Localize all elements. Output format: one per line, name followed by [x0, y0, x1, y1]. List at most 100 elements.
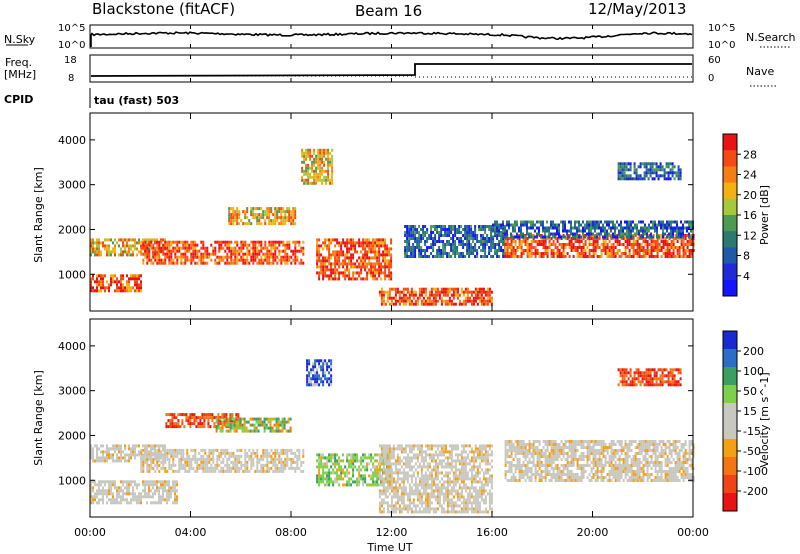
data-cell	[319, 178, 322, 182]
data-cell	[190, 240, 193, 244]
data-cell	[108, 483, 110, 487]
data-cell	[650, 246, 653, 249]
data-cell	[156, 444, 158, 448]
data-cell	[318, 483, 321, 487]
data-cell	[520, 255, 523, 258]
data-cell	[268, 454, 271, 458]
data-cell	[350, 462, 353, 466]
data-cell	[238, 258, 241, 262]
data-cell	[366, 462, 369, 466]
data-cell	[402, 477, 405, 481]
data-cell	[276, 469, 279, 473]
data-cell	[248, 457, 251, 461]
data-cell	[392, 302, 395, 306]
data-cell	[216, 240, 219, 244]
data-cell	[618, 229, 620, 233]
data-cell	[410, 252, 413, 255]
data-cell	[256, 466, 259, 470]
data-cell	[676, 235, 678, 239]
data-cell	[282, 255, 285, 259]
data-cell	[120, 486, 122, 490]
data-cell	[220, 240, 223, 244]
data-cell	[352, 256, 355, 260]
data-cell	[677, 165, 680, 169]
data-cell	[588, 220, 590, 224]
noise-left-label: N.Sky	[4, 33, 36, 46]
data-cell	[329, 157, 332, 161]
data-cell	[334, 456, 337, 460]
data-cell	[600, 226, 602, 230]
data-cell	[184, 249, 187, 253]
data-cell	[506, 249, 509, 252]
data-cell	[604, 232, 606, 236]
data-cell	[402, 302, 405, 306]
data-cell	[454, 287, 457, 291]
data-cell	[230, 222, 233, 226]
data-cell	[326, 462, 329, 466]
data-cell	[562, 246, 565, 249]
data-cell	[290, 216, 293, 220]
data-cell	[578, 240, 581, 243]
data-cell	[662, 220, 664, 224]
data-cell	[442, 228, 445, 231]
data-cell	[566, 252, 569, 255]
data-cell	[556, 240, 559, 243]
data-cell	[233, 420, 236, 424]
data-cell	[218, 261, 221, 265]
data-cell	[674, 234, 677, 237]
data-cell	[122, 483, 124, 487]
data-cell	[272, 460, 275, 464]
data-cell	[286, 457, 289, 461]
data-cell	[146, 463, 149, 467]
data-cell	[390, 447, 393, 451]
data-cell	[592, 252, 595, 255]
data-cell	[146, 243, 149, 247]
data-cell	[528, 249, 531, 252]
data-cell	[388, 480, 391, 484]
data-cell	[259, 417, 262, 421]
data-cell	[372, 483, 375, 487]
data-cell	[384, 459, 387, 463]
data-cell	[590, 243, 593, 246]
data-cell	[224, 454, 227, 458]
data-cell	[386, 465, 389, 469]
data-cell	[302, 454, 305, 458]
data-cell	[422, 249, 425, 252]
data-cell	[406, 287, 409, 291]
data-cell	[380, 265, 383, 269]
data-cell	[290, 210, 293, 214]
data-cell	[496, 252, 499, 255]
data-cell	[506, 235, 508, 239]
data-cell	[224, 451, 227, 455]
data-cell	[396, 462, 399, 466]
data-cell	[272, 258, 275, 262]
data-cell	[378, 265, 381, 269]
data-cell	[388, 253, 391, 257]
data-cell	[528, 246, 531, 249]
data-cell	[229, 413, 232, 417]
data-cell	[362, 477, 365, 481]
data-cell	[404, 465, 407, 469]
data-cell	[94, 492, 96, 496]
data-cell	[388, 290, 391, 294]
data-cell	[466, 225, 469, 228]
data-cell	[229, 423, 232, 427]
data-cell	[378, 262, 381, 266]
data-cell	[566, 232, 568, 236]
data-cell	[632, 255, 635, 258]
data-cell	[301, 154, 304, 158]
data-cell	[263, 420, 266, 424]
data-cell	[408, 249, 411, 252]
data-cell	[144, 486, 146, 490]
data-cell	[366, 238, 369, 242]
data-cell	[346, 468, 349, 472]
data-cell	[187, 422, 190, 426]
data-cell	[324, 471, 327, 475]
data-cell	[564, 226, 566, 230]
data-cell	[404, 450, 407, 454]
data-cell	[578, 243, 581, 246]
data-cell	[166, 451, 169, 455]
data-cell	[665, 177, 668, 181]
data-cell	[456, 246, 459, 249]
data-cell	[90, 492, 92, 496]
